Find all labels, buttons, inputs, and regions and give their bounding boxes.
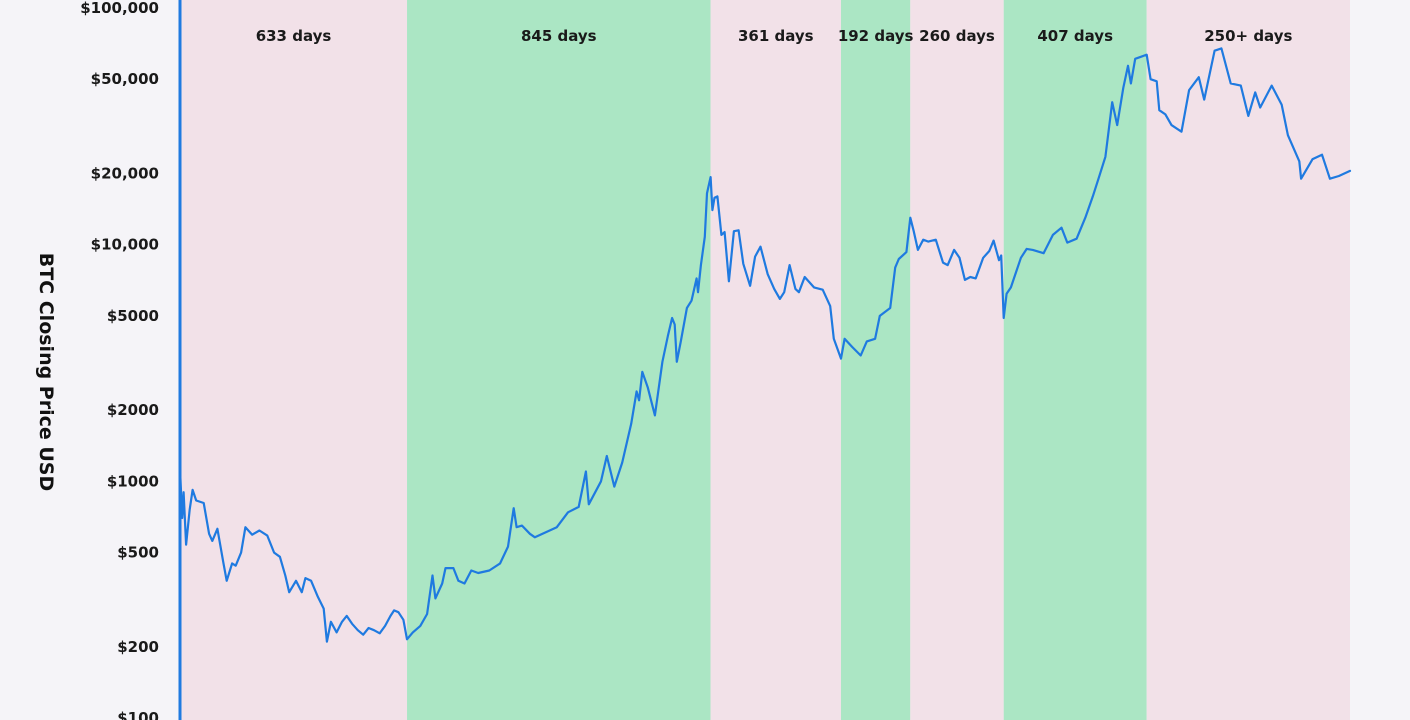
y-axis-title: BTC Closing Price USD — [35, 253, 57, 492]
y-tick-label-8: $200 — [117, 638, 159, 656]
y-axis-ticks: $100,000 $50,000 $20,000 $10,000 $5000 $2000 $… — [80, 0, 159, 720]
period-band-5 — [1003, 0, 1147, 720]
y-tick-label-5: $2000 — [107, 401, 159, 419]
period-label-3: 192 days — [838, 27, 914, 45]
period-label-5: 407 days — [1037, 27, 1113, 45]
period-band-6 — [1146, 0, 1350, 720]
y-tick-label-6: $1000 — [107, 472, 159, 490]
period-band-3 — [840, 0, 911, 720]
period-label-2: 361 days — [738, 27, 814, 45]
period-label-6: 250+ days — [1204, 27, 1292, 45]
period-label-1: 845 days — [521, 27, 597, 45]
y-tick-label-9: $100 — [117, 709, 159, 720]
period-bands — [180, 0, 1350, 720]
series-group — [178, 47, 1352, 643]
period-label-0: 633 days — [256, 27, 332, 45]
period-band-2 — [710, 0, 841, 720]
y-tick-label-1: $50,000 — [91, 70, 159, 88]
y-tick-label-4: $5000 — [107, 307, 159, 325]
period-band-1 — [407, 0, 711, 720]
y-tick-label-0: $100,000 — [80, 0, 159, 17]
period-labels: 633 days 845 days 361 days 192 days 260 days… — [256, 27, 1293, 45]
period-band-4 — [910, 0, 1004, 720]
y-tick-label-2: $20,000 — [91, 164, 159, 182]
y-tick-label-7: $500 — [117, 544, 159, 562]
price-series-line-0 — [178, 47, 1352, 643]
period-band-0 — [180, 0, 408, 720]
y-tick-label-3: $10,000 — [91, 236, 159, 254]
period-label-4: 260 days — [919, 27, 995, 45]
